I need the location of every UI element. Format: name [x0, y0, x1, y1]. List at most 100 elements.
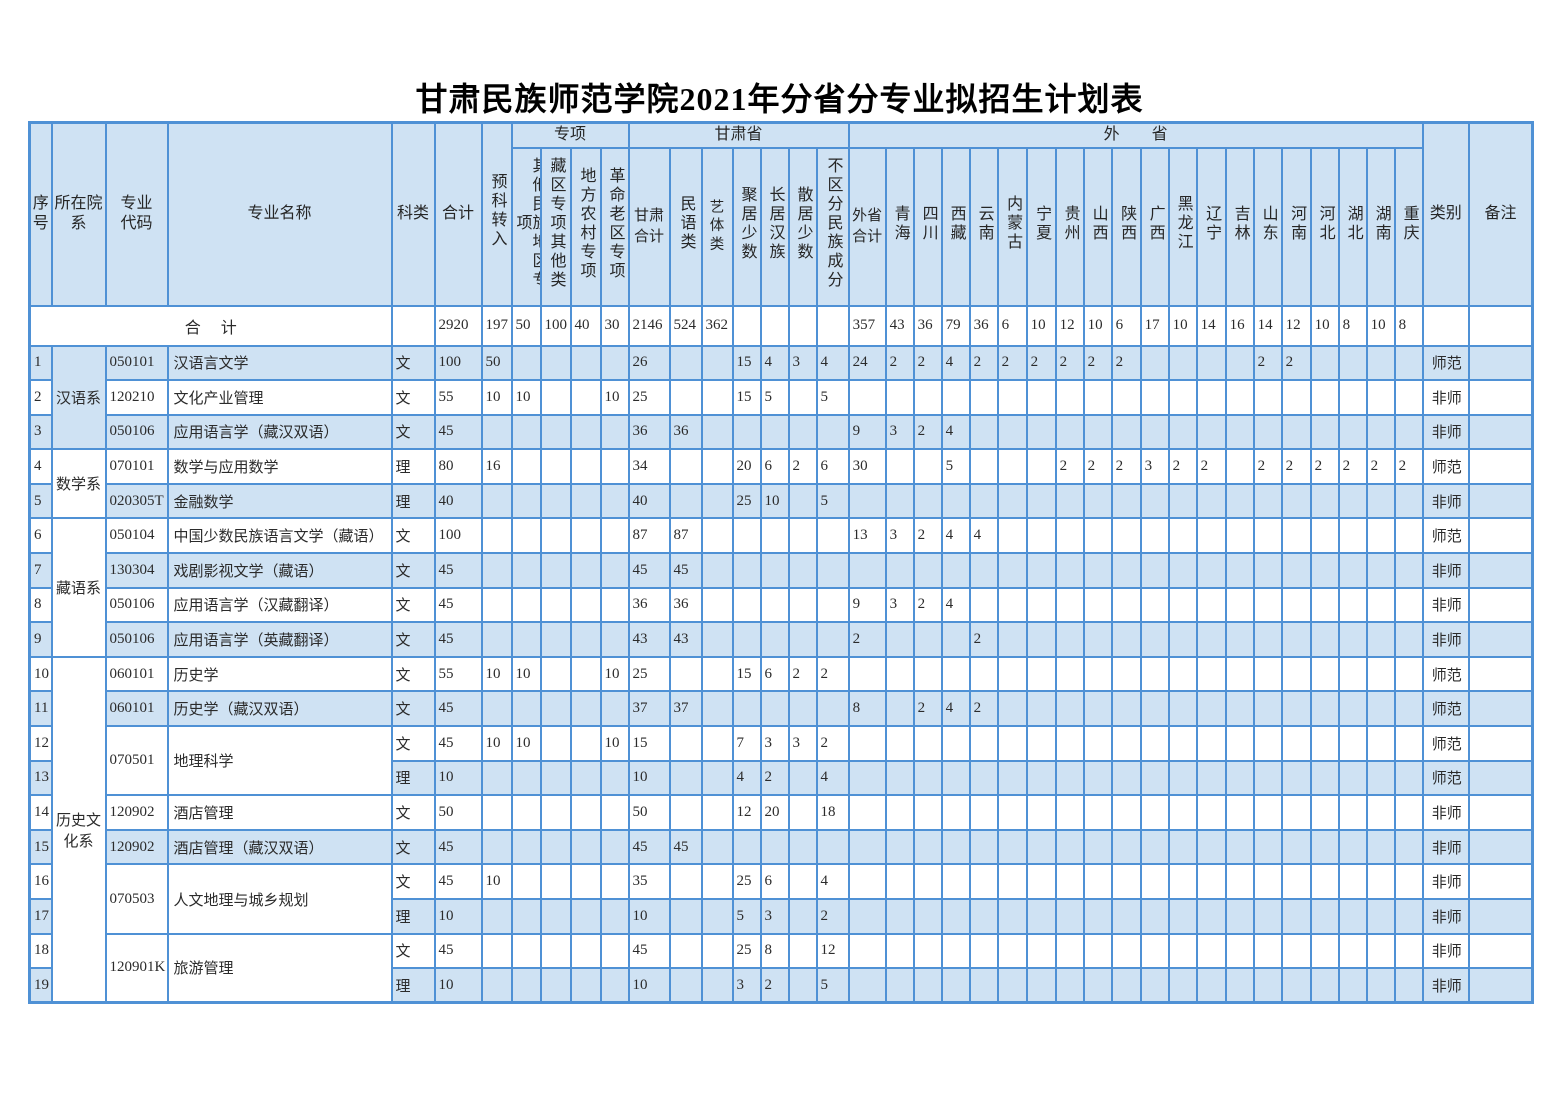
cell-r7-hebei	[1309, 552, 1340, 589]
cell-r3-gs_heji: 36	[627, 413, 671, 451]
cell-r2-xizang	[940, 379, 971, 416]
col-header-text-neimenggu: 内蒙古	[1004, 195, 1022, 252]
cell-r2-difang	[569, 379, 602, 416]
cell-r12-hubei	[1337, 725, 1368, 762]
cell-r10-gs_heji: 25	[627, 655, 671, 693]
cell-r14-shanxi	[1082, 794, 1113, 831]
cell-r8-qita	[510, 586, 542, 624]
cell-r4-gs_heji: 34	[627, 448, 671, 485]
cell-r6-shanxi	[1082, 517, 1113, 555]
cell-r10-sichuan	[912, 655, 943, 693]
cell-r9-changju	[759, 621, 790, 658]
cell-r7-sichuan	[912, 552, 943, 589]
cell-r12-henan	[1280, 725, 1312, 762]
cell-r8-leibie: 非师	[1421, 586, 1470, 624]
cell-r9-chongqing	[1393, 621, 1424, 658]
col-header-yuanxi: 所在院系	[50, 121, 107, 307]
cell-r1-hubei	[1337, 344, 1368, 382]
cell-r15-jilin	[1224, 828, 1255, 866]
cell-r2-changju: 5	[759, 379, 790, 416]
cell-r11-sichuan: 2	[912, 690, 943, 728]
grand-total-minyu: 524	[668, 304, 703, 347]
col-header-text-jilin: 吉林	[1231, 204, 1249, 243]
cell-r7-xizang	[940, 552, 971, 589]
cell-r15-heji: 45	[433, 828, 483, 866]
col-header-no: 序号	[28, 121, 53, 307]
cell-r5-shandong	[1252, 482, 1283, 520]
grand-total-yunnan: 36	[968, 304, 999, 347]
cell-r9-no: 9	[28, 621, 53, 658]
cell-r10-mingcheng: 历史学	[166, 655, 393, 693]
cell-r2-shandong	[1252, 379, 1283, 416]
cell-r6-liaoning	[1195, 517, 1227, 555]
cell-r17-yiti	[700, 898, 734, 935]
cell-r15-ningxia	[1025, 828, 1057, 866]
cell-r9-guizhou	[1054, 621, 1085, 658]
cell-r9-hubei	[1337, 621, 1368, 658]
cell-r6-qinghai: 3	[884, 517, 915, 555]
cell-r17-chongqing	[1393, 898, 1424, 935]
cell-r16-hunan	[1365, 863, 1396, 900]
cell-r1-yuanxi: 汉语系	[50, 344, 107, 451]
grand-total-guangxi: 17	[1139, 304, 1170, 347]
cell-r8-ws_heji: 9	[847, 586, 887, 624]
cell-r15-beizhu	[1467, 828, 1534, 866]
cell-r3-buqufen	[815, 413, 850, 451]
cell-r14-shaanxi	[1110, 794, 1142, 831]
cell-r14-henan	[1280, 794, 1312, 831]
cell-r11-hebei	[1309, 690, 1340, 728]
cell-r5-yuke	[480, 482, 513, 520]
cell-r6-kelei: 文	[390, 517, 436, 555]
cell-r6-buqufen	[815, 517, 850, 555]
cell-r7-heji: 45	[433, 552, 483, 589]
cell-r8-yunnan	[968, 586, 999, 624]
cell-r3-ningxia	[1025, 413, 1057, 451]
cell-r19-juju: 3	[731, 967, 762, 1004]
cell-r14-jilin	[1224, 794, 1255, 831]
cell-r8-beizhu	[1467, 586, 1534, 624]
cell-r5-hubei	[1337, 482, 1368, 520]
cell-r4-shanxi: 2	[1082, 448, 1113, 485]
cell-r12-kelei: 文	[390, 725, 436, 762]
cell-r3-geming	[599, 413, 630, 451]
cell-r10-ningxia	[1025, 655, 1057, 693]
cell-r13-leibie: 师范	[1421, 759, 1470, 797]
cell-r4-henan: 2	[1280, 448, 1312, 485]
cell-r8-heji: 45	[433, 586, 483, 624]
cell-r18-kelei: 文	[390, 932, 436, 970]
cell-r3-sanju	[787, 413, 818, 451]
cell-r9-guangxi	[1139, 621, 1170, 658]
col-header-changju: 长居汉族	[759, 146, 790, 307]
cell-r9-qita	[510, 621, 542, 658]
cell-r18-yunnan	[968, 932, 999, 970]
cell-r5-henan	[1280, 482, 1312, 520]
cell-r11-neimenggu	[996, 690, 1028, 728]
cell-r6-daima: 050104	[104, 517, 169, 555]
col-header-buqufen: 不区分民族成分	[815, 146, 850, 307]
table-row-17: 17 理 10 10 5 3 2 非师	[28, 898, 1534, 935]
cell-r17-guizhou	[1054, 898, 1085, 935]
cell-r7-kelei: 文	[390, 552, 436, 589]
table-row-7: 7 130304 戏剧影视文学（藏语）文 45 45 45 非师	[28, 552, 1534, 589]
cell-r12-heilongjiang	[1167, 725, 1198, 762]
cell-r2-buqufen: 5	[815, 379, 850, 416]
cell-r14-qita	[510, 794, 542, 831]
cell-r5-kelei: 理	[390, 482, 436, 520]
cell-r18-yuke	[480, 932, 513, 970]
cell-r5-juju: 25	[731, 482, 762, 520]
cell-r12-heji: 45	[433, 725, 483, 762]
cell-r16-chongqing	[1393, 863, 1424, 900]
cell-r13-hunan	[1365, 759, 1396, 797]
col-header-text-buqufen: 不区分民族成分	[824, 157, 842, 290]
cell-r16-sanju	[787, 863, 818, 900]
cell-r17-zangqu	[539, 898, 572, 935]
col-header-qinghai: 青海	[884, 146, 915, 307]
cell-r7-geming	[599, 552, 630, 589]
cell-r4-qita	[510, 448, 542, 485]
cell-r9-shanxi	[1082, 621, 1113, 658]
cell-r9-neimenggu	[996, 621, 1028, 658]
cell-r9-ws_heji: 2	[847, 621, 887, 658]
cell-r2-ws_heji	[847, 379, 887, 416]
cell-r4-zangqu	[539, 448, 572, 485]
